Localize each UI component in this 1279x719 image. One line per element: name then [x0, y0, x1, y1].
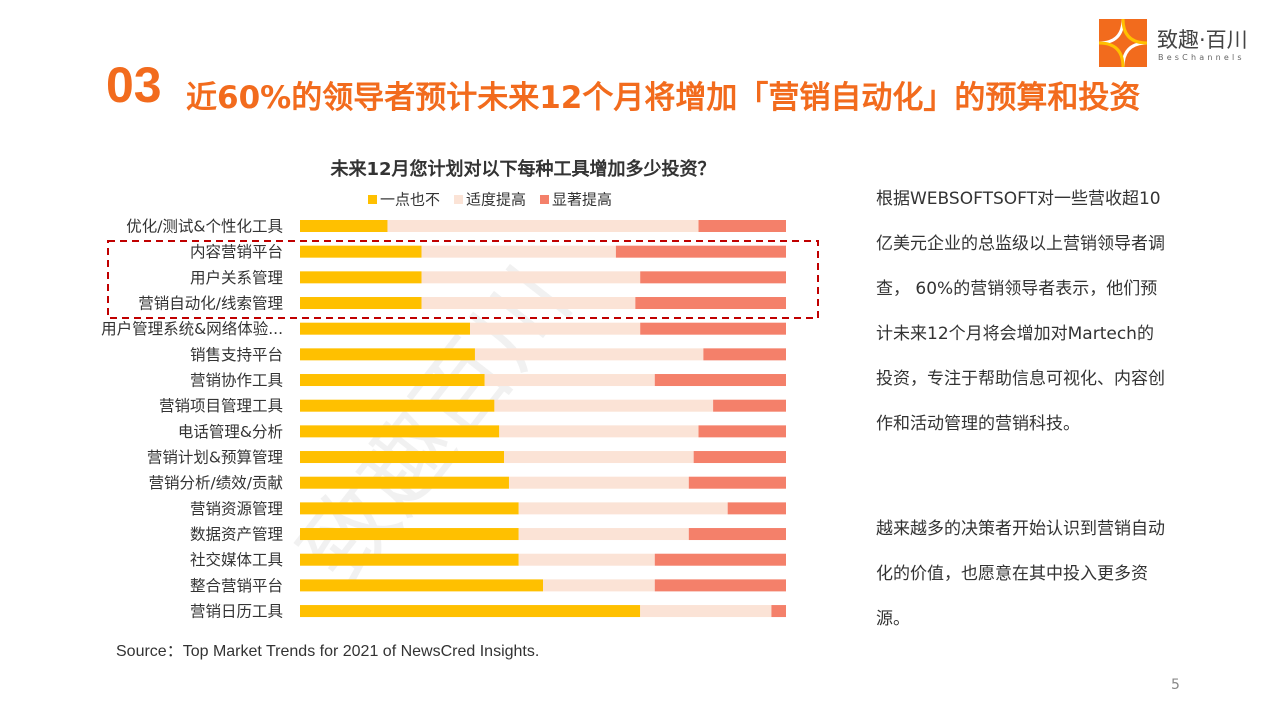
bar-segment	[688, 528, 786, 541]
category-label: 内容营销平台	[190, 243, 283, 261]
category-label: 用户管理系统&网络体验...	[101, 320, 283, 338]
bar-segment	[504, 451, 694, 464]
bar-segment	[615, 245, 786, 258]
bar-segment	[654, 374, 786, 387]
bar-segment	[387, 220, 699, 232]
legend-swatch	[540, 195, 549, 204]
legend-label: 一点也不	[380, 191, 440, 209]
logo-icon	[1099, 19, 1148, 68]
category-label: 营销项目管理工具	[159, 397, 283, 415]
bar-segment	[640, 605, 772, 618]
bar-segment	[703, 348, 786, 361]
category-label: 营销计划&预算管理	[147, 448, 283, 467]
bar-segment	[300, 220, 388, 232]
bar-segment	[300, 528, 519, 541]
category-label: 电话管理&分析	[178, 423, 283, 441]
bar-segment	[518, 528, 689, 541]
category-label: 优化/测试&个性化工具	[126, 218, 283, 236]
bar-segment	[654, 579, 786, 592]
source-note: Source：Top Market Trends for 2021 of New…	[116, 643, 540, 660]
legend-label: 适度提高	[466, 191, 526, 209]
category-label: 销售支持平台	[190, 346, 283, 364]
bar-segment	[640, 271, 786, 284]
bar-segment	[474, 348, 704, 361]
bar-segment	[484, 374, 655, 387]
category-label: 营销分析/绩效/贡献	[149, 474, 283, 492]
category-label: 数据资产管理	[190, 526, 283, 544]
bar-segment	[300, 374, 485, 387]
logo-subtitle: BesChannels	[1158, 53, 1245, 62]
bar-segment	[300, 425, 500, 438]
bar-segment	[300, 322, 471, 335]
bar-segment	[713, 399, 786, 412]
bar-segment	[771, 605, 786, 618]
bar-segment	[499, 425, 699, 438]
category-label: 营销自动化/线索管理	[138, 295, 283, 313]
bar-segment	[300, 476, 509, 489]
bar-segment	[421, 271, 641, 284]
bar-segment	[518, 502, 728, 515]
category-label: 用户关系管理	[190, 269, 283, 287]
bar-segment	[508, 476, 689, 489]
legend-swatch	[454, 195, 463, 204]
bar-segment	[300, 348, 475, 361]
legend-swatch	[368, 195, 377, 204]
paragraph: 根据WEBSOFTSOFT对一些营收超10亿美元企业的总监级以上营销领导者调查，…	[876, 189, 1165, 434]
bar-segment	[698, 425, 786, 438]
bar-segment	[688, 476, 786, 489]
category-label: 营销资源管理	[190, 500, 283, 518]
legend-label: 显著提高	[552, 191, 612, 209]
category-label: 社交媒体工具	[190, 551, 283, 569]
chart: 致趣百川 未来12月您计划对以下每种工具增加多少投资？ 一点也不 适度提高 显著提高…	[101, 158, 819, 621]
bar-segment	[300, 399, 495, 412]
section-number: 03	[106, 57, 162, 113]
chart-title: 未来12月您计划对以下每种工具增加多少投资？	[330, 158, 715, 180]
bar-segment	[421, 245, 616, 258]
bar-segment	[640, 322, 786, 335]
bar-segment	[300, 605, 641, 618]
category-label: 营销协作工具	[190, 372, 283, 390]
bar-segment	[654, 553, 786, 566]
bar-segment	[698, 220, 786, 232]
bar-segment	[543, 579, 655, 592]
category-label: 整合营销平台	[190, 577, 283, 595]
bar-segment	[300, 297, 422, 310]
bar-segment	[300, 245, 422, 258]
slide-title: 近60%的领导者预计未来12个月将增加「营销自动化」的预算和投资	[186, 80, 1141, 116]
bar-segment	[727, 502, 786, 515]
paragraph: 越来越多的决策者开始认识到营销自动化的价值，也愿意在其中投入更多资源。	[876, 519, 1165, 629]
bar-segment	[494, 399, 714, 412]
bar-segment	[470, 322, 641, 335]
bar-segment	[300, 502, 519, 515]
bar-segment	[421, 297, 636, 310]
bar-segment	[300, 553, 519, 566]
highlight-box	[107, 240, 819, 319]
page-number: 5	[1171, 677, 1180, 693]
bar-segment	[518, 553, 655, 566]
category-label: 营销日历工具	[190, 603, 283, 621]
logo-text: 致趣·百川	[1157, 28, 1248, 52]
bar-segment	[300, 271, 422, 284]
bar-segment	[635, 297, 786, 310]
bar-segment	[300, 451, 505, 464]
bar-segment	[300, 579, 543, 592]
bar-segment	[693, 451, 786, 464]
